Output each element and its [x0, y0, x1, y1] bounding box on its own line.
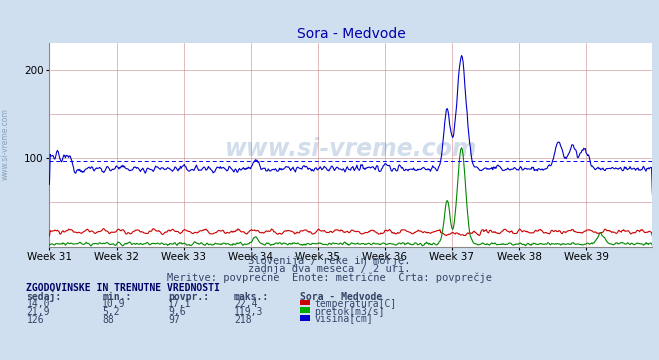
Text: 88: 88 — [102, 315, 114, 325]
Text: 17,1: 17,1 — [168, 299, 192, 309]
Text: 218: 218 — [234, 315, 252, 325]
Text: temperatura[C]: temperatura[C] — [314, 299, 397, 309]
Text: 14,0: 14,0 — [26, 299, 50, 309]
Text: ZGODOVINSKE IN TRENUTNE VREDNOSTI: ZGODOVINSKE IN TRENUTNE VREDNOSTI — [26, 283, 220, 293]
Text: Meritve: povprečne  Enote: metrične  Črta: povprečje: Meritve: povprečne Enote: metrične Črta:… — [167, 271, 492, 283]
Text: zadnja dva meseca / 2 uri.: zadnja dva meseca / 2 uri. — [248, 264, 411, 274]
Text: 22,4: 22,4 — [234, 299, 258, 309]
Text: maks.:: maks.: — [234, 292, 269, 302]
Text: 126: 126 — [26, 315, 44, 325]
Text: povpr.:: povpr.: — [168, 292, 209, 302]
Text: 5,2: 5,2 — [102, 307, 120, 317]
Text: pretok[m3/s]: pretok[m3/s] — [314, 307, 385, 317]
Text: 9,6: 9,6 — [168, 307, 186, 317]
Text: sedaj:: sedaj: — [26, 291, 61, 302]
Text: 10,9: 10,9 — [102, 299, 126, 309]
Text: višina[cm]: višina[cm] — [314, 314, 373, 325]
Text: Slovenija / reke in morje.: Slovenija / reke in morje. — [248, 256, 411, 266]
Text: www.si-vreme.com: www.si-vreme.com — [1, 108, 10, 180]
Text: 119,3: 119,3 — [234, 307, 264, 317]
Text: www.si-vreme.com: www.si-vreme.com — [225, 137, 477, 161]
Text: 21,9: 21,9 — [26, 307, 50, 317]
Text: 97: 97 — [168, 315, 180, 325]
Text: Sora - Medvode: Sora - Medvode — [300, 292, 382, 302]
Text: min.:: min.: — [102, 292, 132, 302]
Title: Sora - Medvode: Sora - Medvode — [297, 27, 405, 41]
